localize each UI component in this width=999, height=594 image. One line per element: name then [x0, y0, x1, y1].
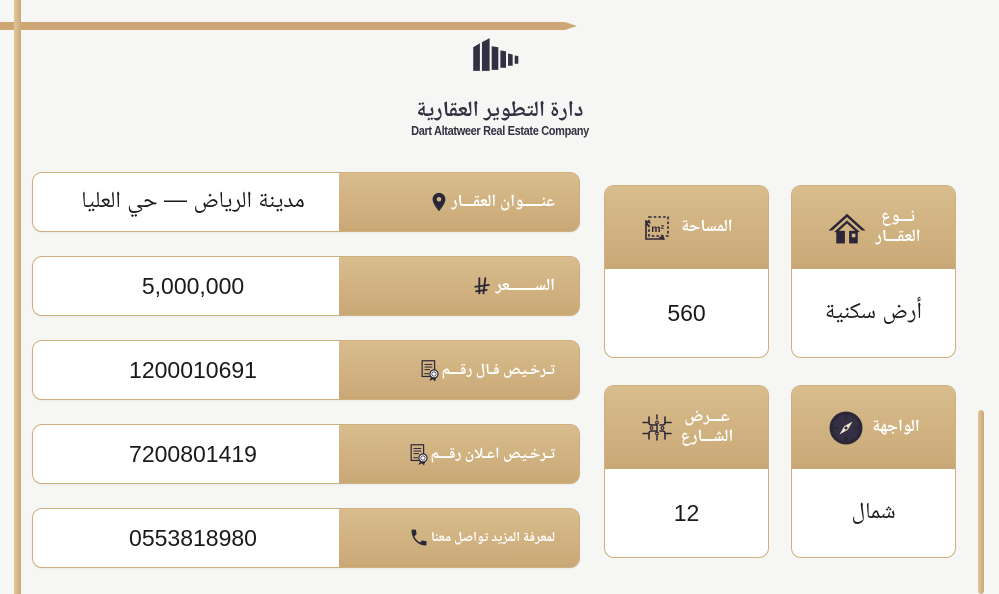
svg-text:m²: m² [652, 223, 665, 235]
